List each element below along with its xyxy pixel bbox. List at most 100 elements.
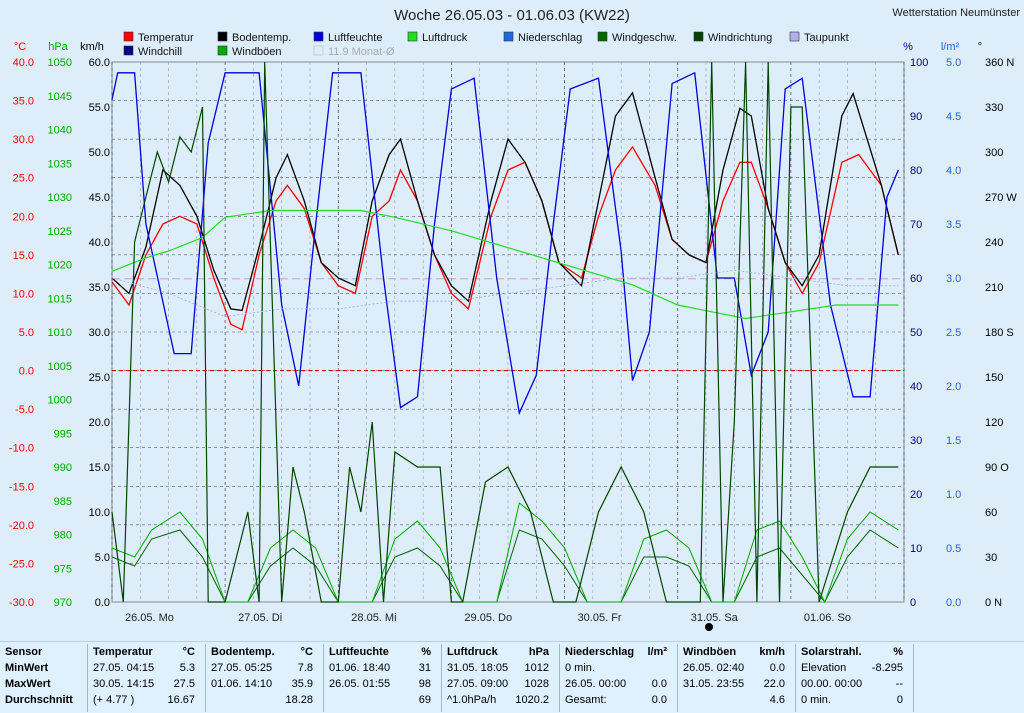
direction-axis-tick-label: 270 W <box>985 192 1017 204</box>
pressure-axis-tick-label: 985 <box>54 496 72 508</box>
temp-unit-label: °C <box>14 41 26 53</box>
temp-axis-tick-label: 35.0 <box>13 96 34 108</box>
stats-hum-min-time: 01.06. 18:40 <box>329 662 391 674</box>
stats-temp-min-time: 27.05. 04:15 <box>93 662 155 674</box>
pressure-axis-tick-label: 995 <box>54 428 72 440</box>
rain-axis-tick-label: 2.0 <box>946 381 961 393</box>
legend-swatch <box>503 31 514 42</box>
direction-axis-tick-label: 90 O <box>985 462 1009 474</box>
temp-axis-tick-label: -30.0 <box>9 597 34 609</box>
series-group <box>111 61 899 604</box>
axes-group: 40.0 35.0 30.0 25.0 20.0 15.0 10.0 5.0 0.0 -5.0 -1… <box>9 41 1017 631</box>
wind-axis-tick-label: 50.0 <box>89 147 110 159</box>
stats-press-max-time: 27.05. 09:00 <box>447 678 509 690</box>
humidity-axis-tick-label: 60 <box>910 273 922 285</box>
stats-press-min-time: 31.05. 18:05 <box>447 662 509 674</box>
pressure-axis-tick-label: 1025 <box>48 226 72 238</box>
legend-swatch <box>217 45 228 56</box>
legend-swatch <box>123 31 134 42</box>
rain-axis-tick-label: 0.5 <box>946 543 961 555</box>
stats-press-avg-val: 1020.2 <box>515 694 549 706</box>
stats-panel: Sensor MinWert MaxWert Durchschnitt Temp… <box>0 641 1024 713</box>
pressure-axis-tick-label: 1010 <box>48 327 72 339</box>
stats-temp-avg-val: 16.67 <box>167 694 195 706</box>
temp-axis-tick-label: -15.0 <box>9 481 34 493</box>
stats-bodentemp-max-val: 35.9 <box>291 678 313 690</box>
rain-axis-tick-label: 0.0 <box>946 597 961 609</box>
day-label: 28.05. Mi <box>351 612 396 624</box>
stats-bodentemp-avg-val: 18.28 <box>285 694 313 706</box>
stats-press-max-val: 1028 <box>524 678 549 690</box>
stats-bodentemp-min-val: 7.8 <box>297 662 313 674</box>
temp-axis-tick-label: 0.0 <box>19 366 34 378</box>
legend-swatch <box>313 45 324 56</box>
stats-temp-min-val: 5.3 <box>179 662 195 674</box>
stats-temp-unit: °C <box>182 646 195 658</box>
hum-unit-label: % <box>903 41 913 53</box>
stats-min-label: MinWert <box>5 662 49 674</box>
stats-sensor-title: Sensor <box>5 646 43 658</box>
temp-axis-tick-label: 40.0 <box>13 57 34 69</box>
legend-label: Taupunkt <box>804 32 849 44</box>
stats-rain-max-time: 26.05. 00:00 <box>565 678 627 690</box>
pressure-axis-tick-label: 1005 <box>48 361 72 373</box>
stats-rain-avg-note: Gesamt: <box>565 694 607 706</box>
temp-axis-tick-label: -25.0 <box>9 558 34 570</box>
temp-axis-tick-label: 15.0 <box>13 250 34 262</box>
direction-axis-tick-label: 360 N <box>985 57 1014 69</box>
temp-axis-tick-label: -10.0 <box>9 443 34 455</box>
stats-bodentemp-min-time: 27.05. 05:25 <box>211 662 273 674</box>
stats-gust-min-val: 0.0 <box>769 662 785 674</box>
wind-axis-tick-label: 60.0 <box>89 57 110 69</box>
stats-col-hum: Luftfeuchte% 01.06. 18:40 31 26.05. 01:55… <box>324 644 442 712</box>
legend-label: 11.9 Monat-Ø <box>328 46 395 58</box>
stats-press-avg-note: ^1.0hPa/h <box>447 694 497 706</box>
day-label: 01.06. So <box>804 612 851 624</box>
moon-phase-icon <box>705 623 713 631</box>
humidity-axis-tick-label: 20 <box>910 489 922 501</box>
weather-chart: 40.0 35.0 30.0 25.0 20.0 15.0 10.0 5.0 0.0 -5.0 -1… <box>9 7 1020 631</box>
series-line-luftdruck <box>111 209 899 320</box>
stats-solar-avg-note: 0 min. <box>801 694 831 706</box>
stats-temp-max-time: 30.05. 14:15 <box>93 678 155 690</box>
direction-axis-tick-label: 30 <box>985 552 997 564</box>
wind-axis-tick-label: 10.0 <box>89 507 110 519</box>
stats-hum-max-val: 98 <box>418 678 431 690</box>
stats-gust-title: Windböen <box>683 646 737 658</box>
rain-axis-tick-label: 3.0 <box>946 273 961 285</box>
pressure-axis-tick-label: 1045 <box>48 91 72 103</box>
direction-axis-tick-label: 180 S <box>985 327 1014 339</box>
series-line-luftfeuchte <box>111 71 899 416</box>
temp-axis-tick-label: 30.0 <box>13 134 34 146</box>
wind-axis-tick-label: 20.0 <box>89 417 110 429</box>
wind-axis-tick-label: 25.0 <box>89 372 110 384</box>
temp-axis-tick-label: 10.0 <box>13 288 34 300</box>
pressure-axis-tick-label: 1020 <box>48 260 72 272</box>
direction-axis-tick-label: 150 <box>985 372 1003 384</box>
wind-unit-label: km/h <box>80 41 104 53</box>
stats-hum-unit: % <box>421 646 431 658</box>
humidity-axis-tick-label: 90 <box>910 111 922 123</box>
direction-axis-tick-label: 120 <box>985 417 1003 429</box>
stats-hum-title: Luftfeuchte <box>329 646 389 658</box>
series-line-windrichtung <box>111 61 899 603</box>
series-line-bodentemp- <box>111 91 899 312</box>
rain-unit-label: l/m² <box>941 41 960 53</box>
temp-axis-tick-label: -20.0 <box>9 520 34 532</box>
legend-label: Temperatur <box>138 32 194 44</box>
series-line-windb-en <box>111 502 899 604</box>
pressure-axis-tick-label: 1030 <box>48 192 72 204</box>
legend-label: Windchill <box>138 46 182 58</box>
stats-bodentemp-max-time: 01.06. 14:10 <box>211 678 273 690</box>
direction-axis-tick-label: 300 <box>985 147 1003 159</box>
stats-solar-title: Solarstrahl. <box>801 646 862 658</box>
humidity-axis-tick-label: 40 <box>910 381 922 393</box>
rain-axis-tick-label: 1.5 <box>946 435 961 447</box>
stats-solar-unit: % <box>893 646 903 658</box>
legend-swatch <box>313 31 324 42</box>
legend-label: Windböen <box>232 46 282 58</box>
day-label: 29.05. Do <box>464 612 512 624</box>
pressure-axis-tick-label: 975 <box>54 563 72 575</box>
wind-axis-tick-label: 15.0 <box>89 462 110 474</box>
wind-axis-tick-label: 40.0 <box>89 237 110 249</box>
